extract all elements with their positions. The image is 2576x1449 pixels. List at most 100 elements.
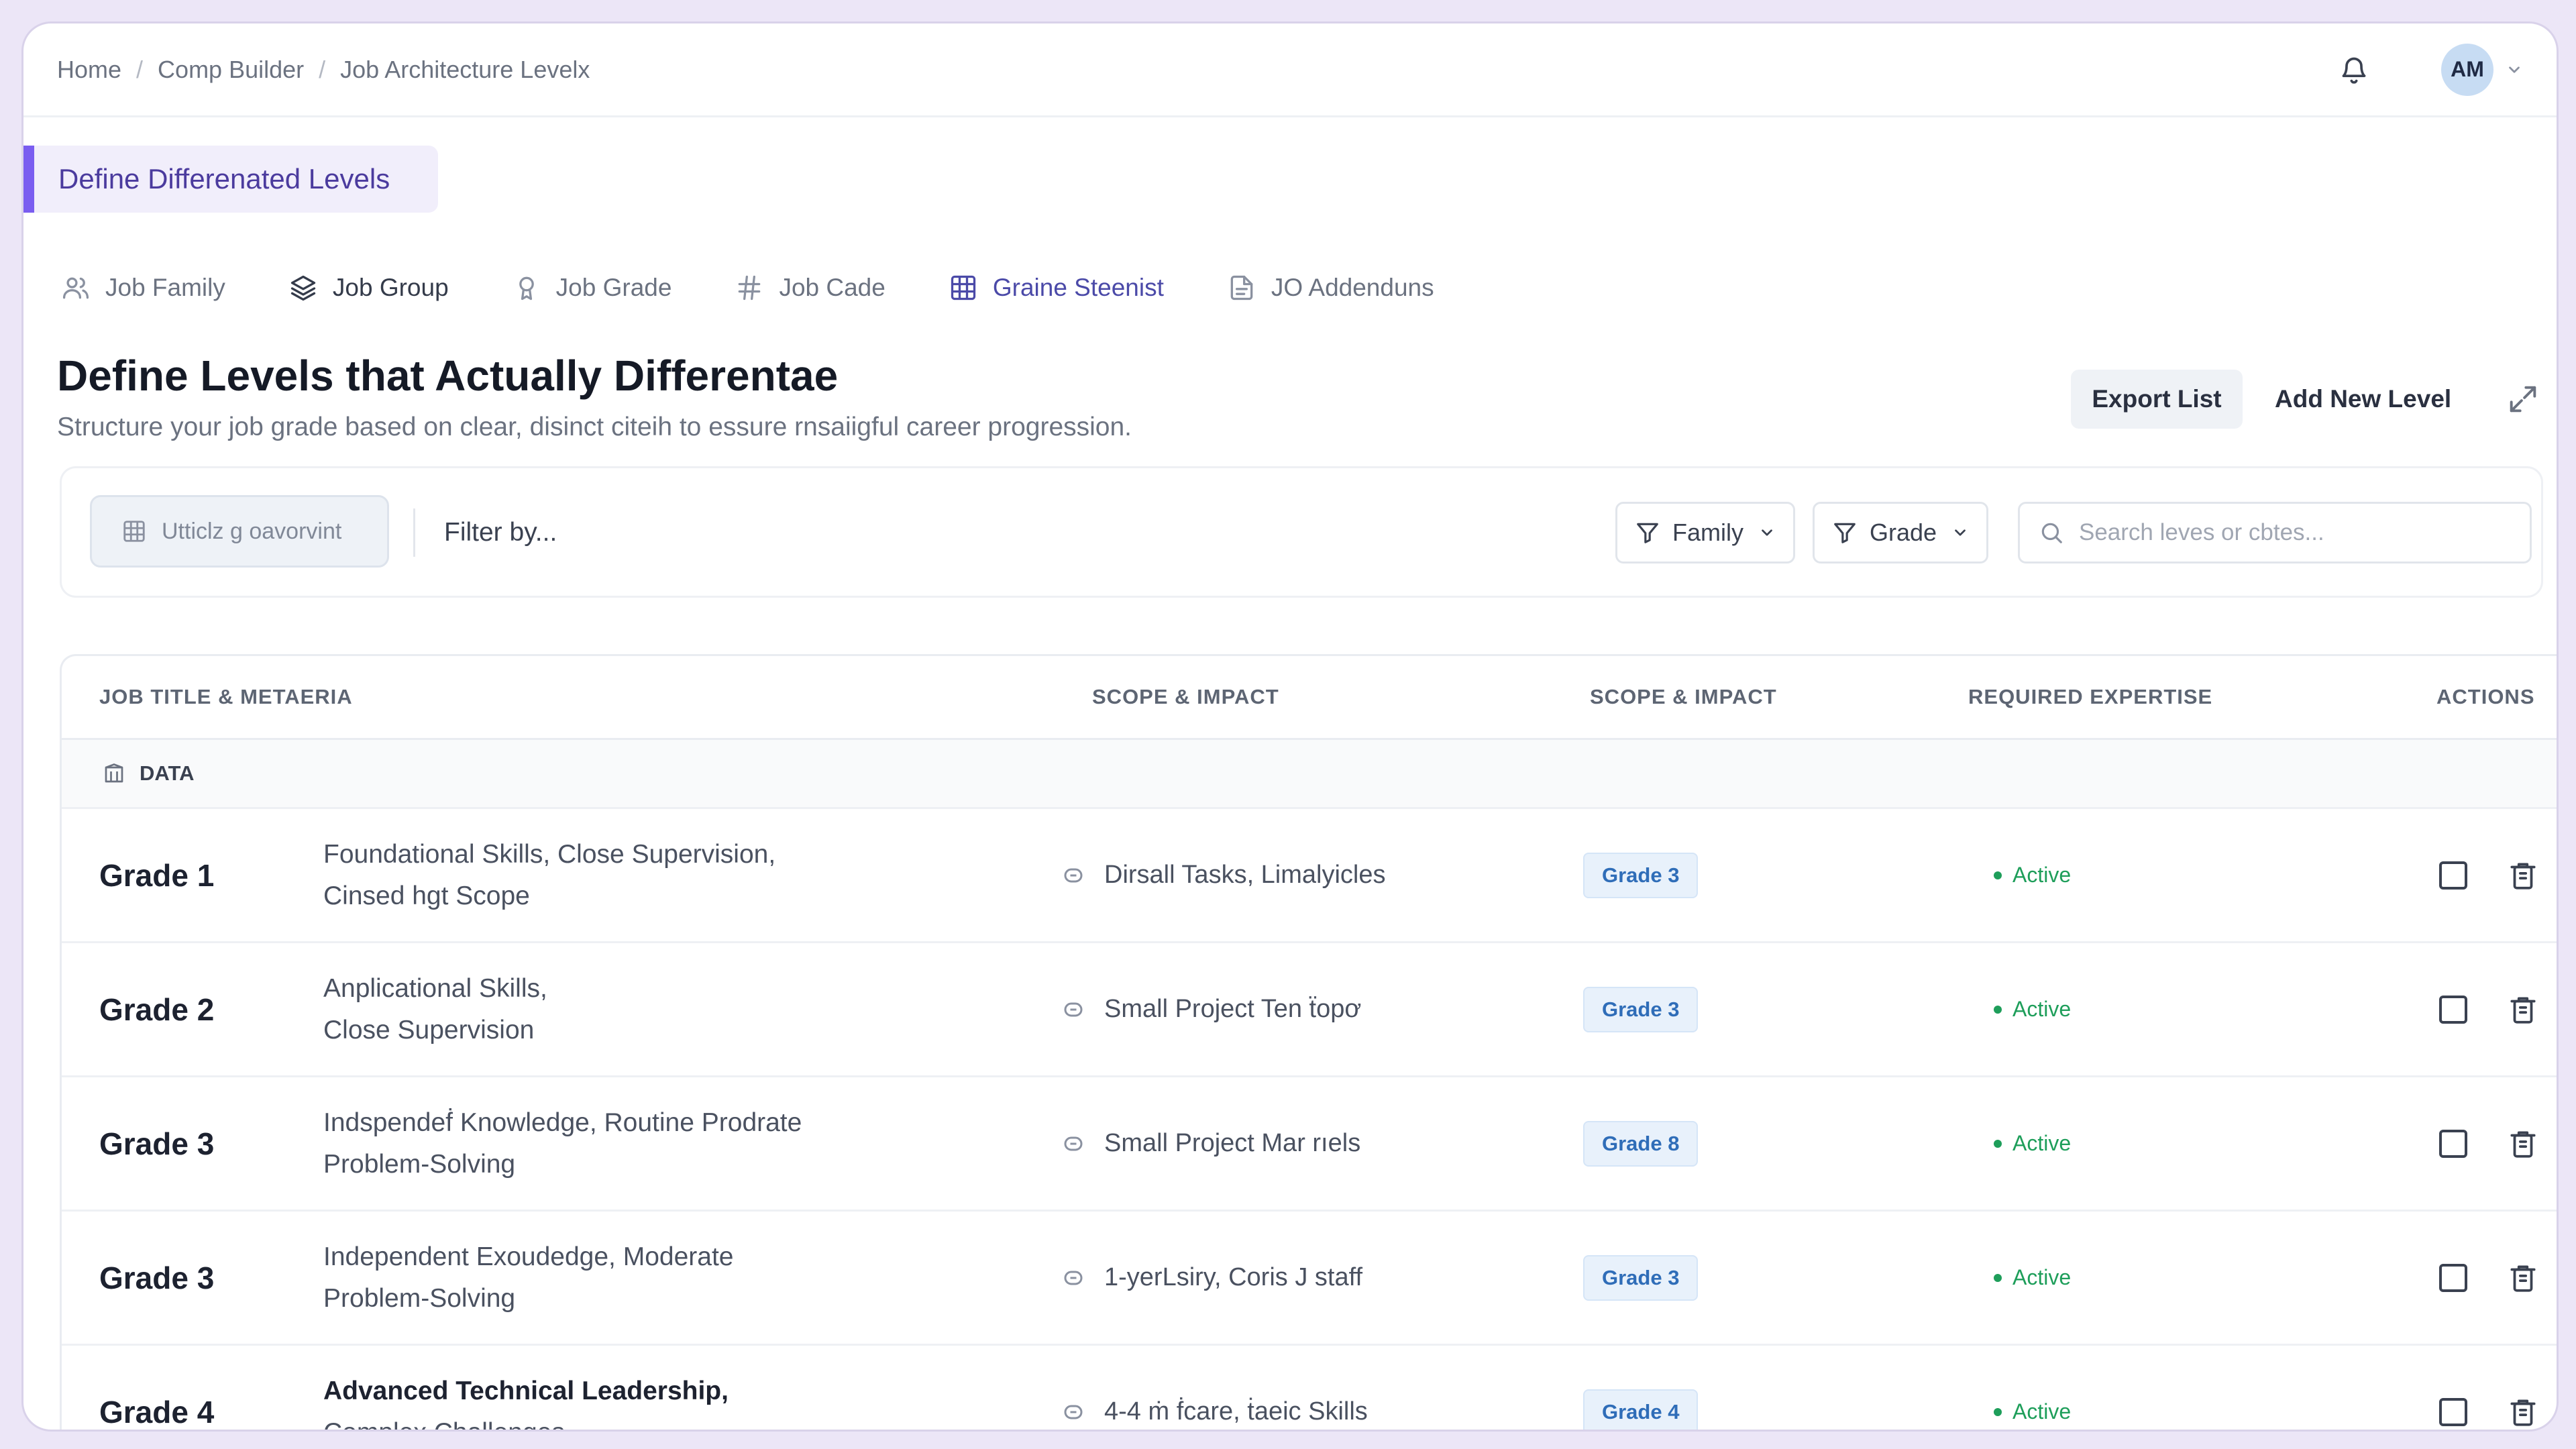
document-icon xyxy=(1230,275,1253,301)
status-dot xyxy=(1994,1407,2002,1416)
breadcrumb-current: Job Architecture Levelx xyxy=(340,55,590,83)
tab-job-family[interactable]: Job Family xyxy=(61,273,225,303)
table-row[interactable]: Grade 3 Independent Exoudedge, Moderate … xyxy=(62,1212,2557,1346)
scope-text: Small Project Mar rıels xyxy=(1104,1129,1361,1157)
scope-icon xyxy=(1064,1002,1083,1016)
trash-icon[interactable] xyxy=(2506,943,2540,1075)
export-list-button[interactable]: Export List xyxy=(2071,370,2243,429)
description-line-1: Indspendeḟ Knowledge, Routine Prodrate xyxy=(323,1108,802,1137)
row-checkbox[interactable] xyxy=(2439,1263,2467,1292)
family-filter-dropdown[interactable]: Family xyxy=(1615,502,1795,564)
row-checkbox[interactable] xyxy=(2439,995,2467,1024)
scope-icon xyxy=(1064,1136,1083,1150)
status-text: Active xyxy=(2012,997,2072,1021)
scope-text: 4-4 ṁ ḟcare, ṫaeic Skills xyxy=(1104,1397,1368,1426)
row-checkbox-cell xyxy=(2439,943,2467,1075)
grade-badge-cell: Grade 3 xyxy=(1583,1212,1699,1344)
row-checkbox-cell xyxy=(2439,809,2467,941)
scope-icon xyxy=(1064,868,1083,882)
top-bar: Home / Comp Builder / Job Architecture L… xyxy=(23,23,2557,117)
divider xyxy=(413,508,415,557)
page-title: Define Levels that Actually Differentae xyxy=(57,352,839,400)
grade-filter-label: Grade xyxy=(1870,519,1937,546)
tab-label: Job Cade xyxy=(779,274,885,301)
award-icon xyxy=(519,276,534,301)
status-dot xyxy=(1994,1005,2002,1014)
status-dot xyxy=(1994,871,2002,879)
trash-icon[interactable] xyxy=(2506,1212,2540,1344)
grade-badge: Grade 8 xyxy=(1583,1120,1699,1167)
breadcrumb-home[interactable]: Home xyxy=(57,55,122,83)
tab-graine-steenist[interactable]: Graine Steenist xyxy=(949,273,1164,303)
grade-name: Grade 1 xyxy=(99,857,215,893)
view-toggle-button[interactable]: Utticlz g oavorvint xyxy=(90,495,389,568)
grade-badge-cell: Grade 3 xyxy=(1583,809,1699,941)
scope-text: 1-yerLsiry, Coris J staff xyxy=(1104,1263,1363,1291)
grid-icon xyxy=(951,275,975,301)
avatar[interactable]: AM xyxy=(2441,43,2493,96)
trash-icon[interactable] xyxy=(2506,1077,2540,1210)
grade-name: Grade 4 xyxy=(99,1394,215,1430)
row-checkbox[interactable] xyxy=(2439,861,2467,890)
column-header-required-expertise[interactable]: REQUIRED EXPERTISE xyxy=(1968,685,2213,708)
column-header-actions: ACTIONS xyxy=(2436,685,2535,708)
column-header-scope-impact[interactable]: SCOPE & IMPACT xyxy=(1092,685,1279,708)
tab-jo-addenduns[interactable]: JO Addenduns xyxy=(1227,273,1434,303)
grade-description: Foundational Skills, Close Supervision, … xyxy=(323,809,775,941)
scope-icon xyxy=(1064,1271,1083,1285)
chevron-down-icon xyxy=(1955,529,1966,536)
description-line-1: Anplicational Skills, xyxy=(323,973,547,1003)
scope-impact: 4-4 ṁ ḟcare, ṫaeic Skills xyxy=(1061,1346,1368,1430)
grade-description: Advanced Technical Leadership, Complex C… xyxy=(323,1346,729,1430)
tab-label: Job Group xyxy=(332,274,449,301)
breadcrumb-comp-builder[interactable]: Comp Builder xyxy=(158,55,305,83)
description-line-2: Complex Challenges xyxy=(323,1412,565,1430)
add-new-level-button[interactable]: Add New Level xyxy=(2275,385,2452,413)
table-row[interactable]: Grade 4 Advanced Technical Leadership, C… xyxy=(62,1346,2557,1430)
table-row[interactable]: Grade 1 Foundational Skills, Close Super… xyxy=(62,809,2557,943)
table-row[interactable]: Grade 3 Indspendeḟ Knowledge, Routine Pr… xyxy=(62,1077,2557,1212)
column-header-job-title[interactable]: JOB TITLE & METAERIA xyxy=(99,685,353,708)
scope-text: Small Project Ten ẗopơ xyxy=(1104,995,1362,1023)
view-toggle-label: Utticlz g oavorvint xyxy=(162,518,342,544)
chevron-down-icon[interactable] xyxy=(2506,60,2524,79)
status-badge: Active xyxy=(1994,1346,2071,1430)
status-text: Active xyxy=(2012,1265,2072,1289)
status-text: Active xyxy=(2012,863,2072,887)
search-input[interactable] xyxy=(2078,519,2510,547)
row-checkbox[interactable] xyxy=(2439,1397,2467,1426)
grade-filter-dropdown[interactable]: Grade xyxy=(1813,502,1989,564)
tab-job-group[interactable]: Job Group xyxy=(288,273,449,303)
grade-badge: Grade 4 xyxy=(1583,1389,1699,1430)
hash-icon xyxy=(739,275,761,301)
description-line-2: Close Supervision xyxy=(323,1015,535,1044)
bell-icon[interactable] xyxy=(2334,50,2374,90)
tab-label: JO Addenduns xyxy=(1271,274,1434,301)
status-dot xyxy=(1994,1139,2002,1148)
scope-text: Dirsall Tasks, Limalyicles xyxy=(1104,861,1386,889)
description-line-2: Problem-Solving xyxy=(323,1283,516,1313)
trash-icon[interactable] xyxy=(2506,1346,2540,1430)
scope-impact: 1-yerLsiry, Coris J staff xyxy=(1061,1212,1362,1344)
trash-icon[interactable] xyxy=(2506,809,2540,941)
grade-description: Independent Exoudedge, Moderate Problem-… xyxy=(323,1212,734,1344)
description-line-1: Independent Exoudedge, Moderate xyxy=(323,1242,734,1271)
tab-job-grade[interactable]: Job Grade xyxy=(512,273,672,303)
tab-label: Job Grade xyxy=(555,274,672,301)
grade-name: Grade 2 xyxy=(99,991,215,1027)
tab-job-cade[interactable]: Job Cade xyxy=(735,273,885,303)
status-badge: Active xyxy=(1994,1212,2071,1344)
grade-badge-cell: Grade 8 xyxy=(1583,1077,1699,1210)
table-icon xyxy=(123,521,145,542)
search-box xyxy=(2018,502,2532,564)
description-line-1: Foundational Skills, Close Supervision, xyxy=(323,839,776,869)
app-window: Home / Comp Builder / Job Architecture L… xyxy=(21,21,2559,1432)
table-row[interactable]: Grade 2 Anplicational Skills, Close Supe… xyxy=(62,943,2557,1077)
column-header-scope-impact-2[interactable]: SCOPE & IMPACT xyxy=(1590,685,1777,708)
filter-icon xyxy=(1834,523,1856,543)
building-icon xyxy=(105,763,123,783)
grade-name: Grade 3 xyxy=(99,1126,215,1161)
row-checkbox[interactable] xyxy=(2439,1129,2467,1158)
expand-icon[interactable] xyxy=(2506,382,2540,420)
breadcrumb: Home / Comp Builder / Job Architecture L… xyxy=(57,56,590,84)
